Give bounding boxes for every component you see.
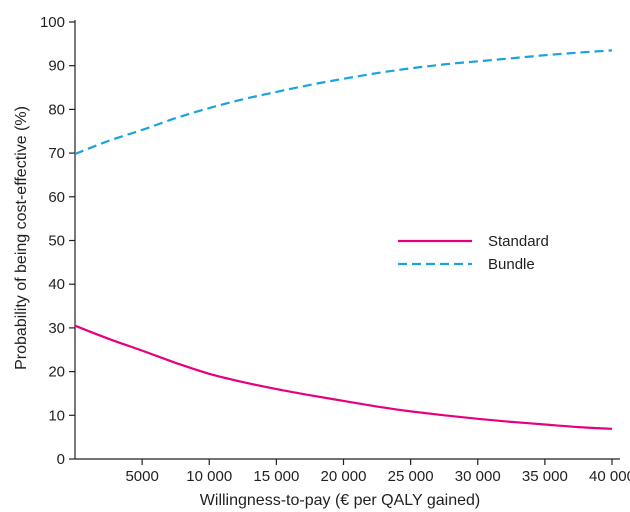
y-axis-ticks: 0 10 20 30 40 50 60 70 80 90 100 xyxy=(40,14,75,468)
series-line-standard xyxy=(74,324,613,430)
y-tick-label: 90 xyxy=(48,58,65,75)
y-tick-label: 0 xyxy=(57,451,65,468)
y-tick-label: 100 xyxy=(40,14,65,31)
y-tick-label: 50 xyxy=(48,233,65,250)
x-tick-label: 20 000 xyxy=(321,468,367,485)
x-tick-label: 40 000 xyxy=(589,468,630,485)
plot-series xyxy=(74,49,613,430)
x-tick-label: 25 000 xyxy=(388,468,434,485)
y-tick-label: 30 xyxy=(48,320,65,337)
x-axis-ticks: 5000 10 000 15 000 20 000 25 000 30 000 35 000… xyxy=(125,459,630,485)
y-tick-label: 20 xyxy=(48,364,65,381)
y-tick-label: 60 xyxy=(48,189,65,206)
axes xyxy=(74,20,620,460)
legend: Standard Bundle xyxy=(398,233,549,273)
x-tick-label: 30 000 xyxy=(455,468,501,485)
x-tick-label: 15 000 xyxy=(253,468,299,485)
series-line-bundle xyxy=(74,49,613,156)
x-tick-label: 5000 xyxy=(125,468,158,485)
x-axis-title: Willingness-to-pay (€ per QALY gained) xyxy=(200,492,480,509)
legend-label-standard: Standard xyxy=(488,233,549,250)
x-tick-label: 10 000 xyxy=(186,468,232,485)
y-tick-label: 70 xyxy=(48,145,65,162)
y-tick-label: 80 xyxy=(48,101,65,118)
y-tick-label: 10 xyxy=(48,407,65,424)
legend-label-bundle: Bundle xyxy=(488,256,535,273)
y-axis-title: Probability of being cost-effective (%) xyxy=(13,106,30,370)
x-tick-label: 35 000 xyxy=(522,468,568,485)
y-tick-label: 40 xyxy=(48,276,65,293)
